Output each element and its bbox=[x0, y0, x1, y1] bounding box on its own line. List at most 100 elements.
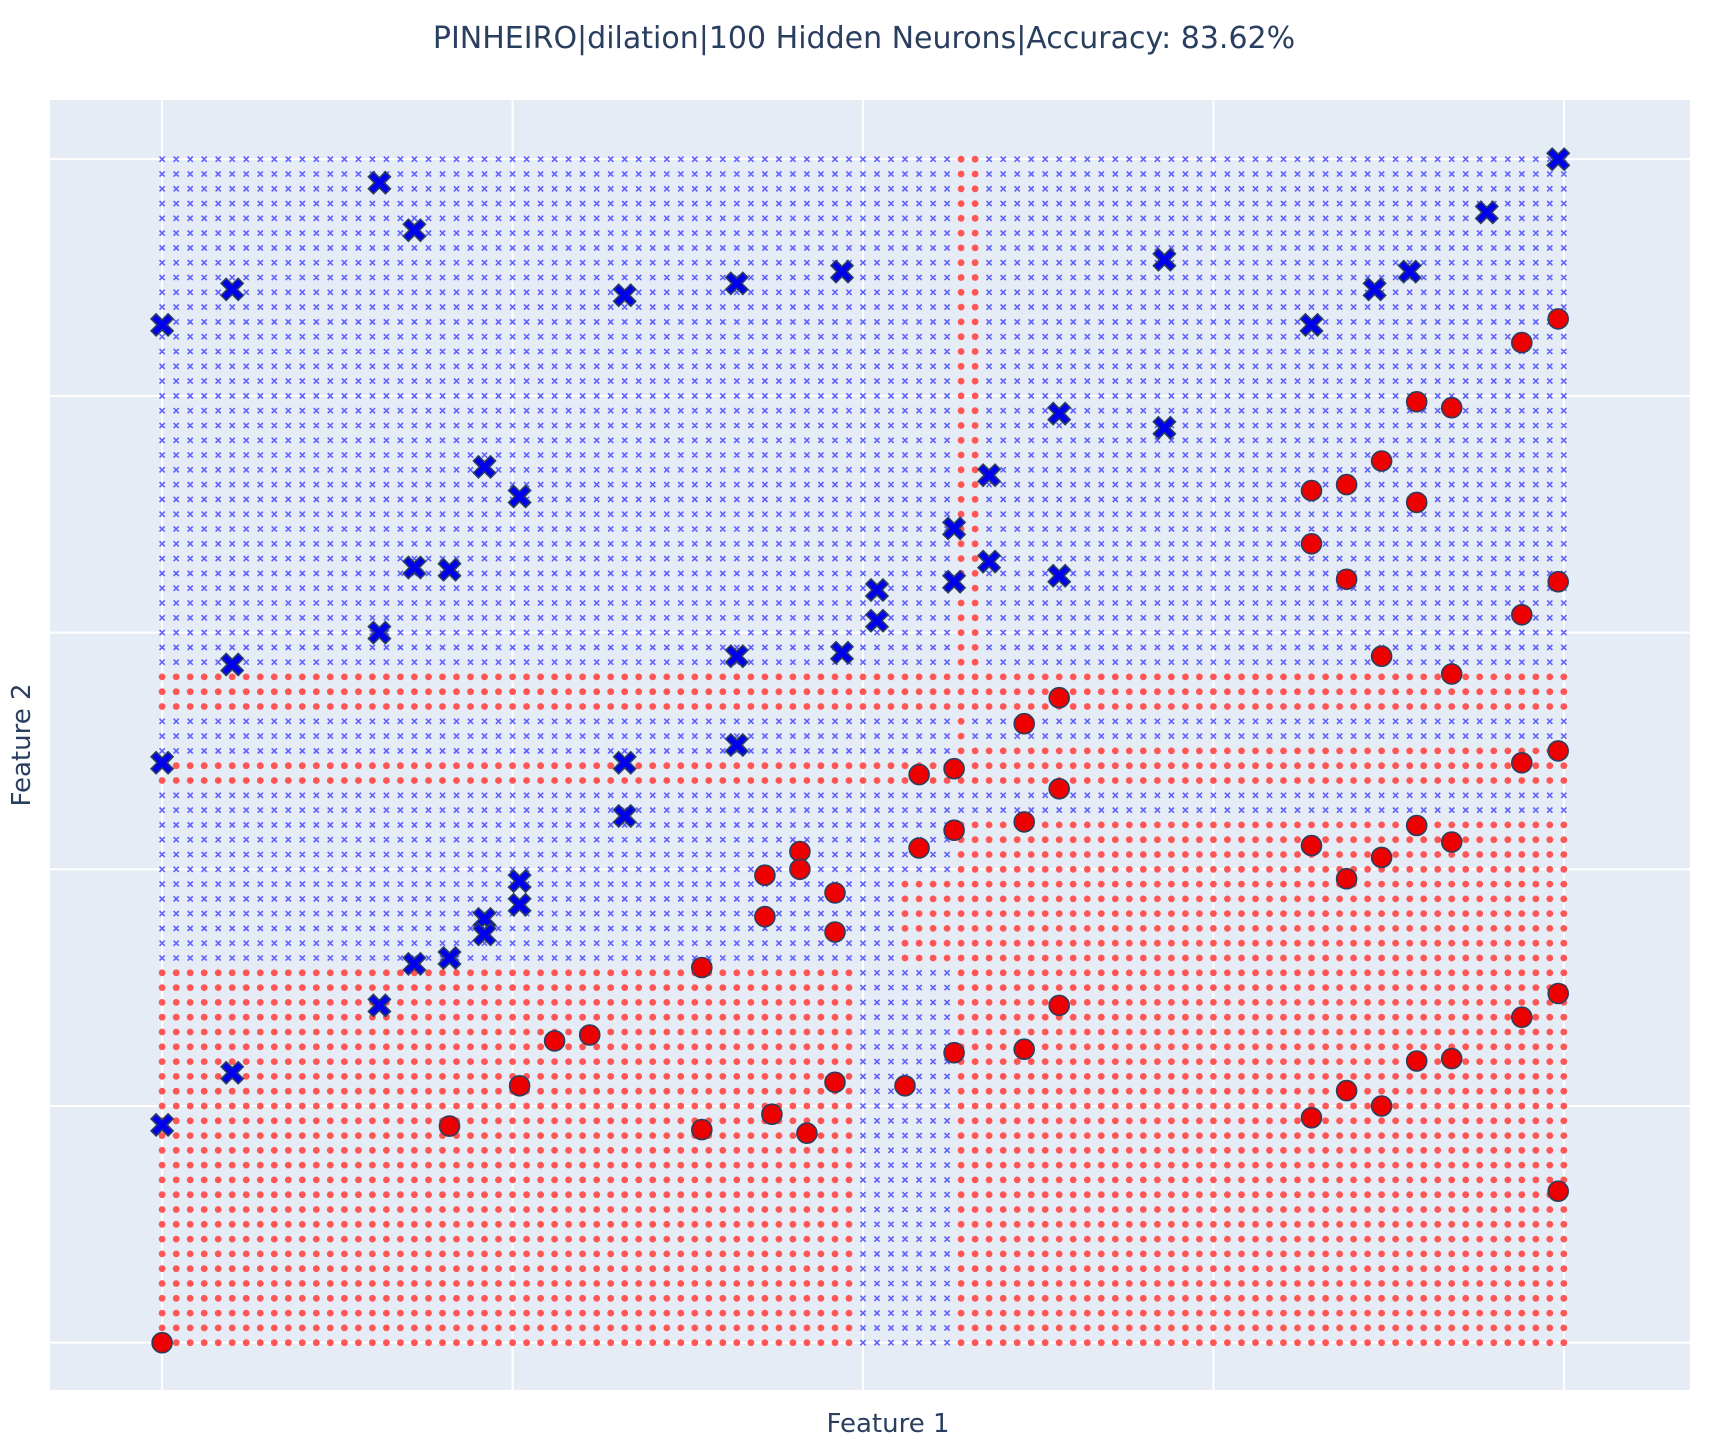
class-o-point bbox=[690, 956, 713, 979]
class-o-point bbox=[1547, 982, 1569, 1005]
class-x-point bbox=[220, 1060, 245, 1085]
plot-area bbox=[50, 100, 1690, 1390]
class-x-point bbox=[402, 951, 427, 977]
class-o-point bbox=[1370, 1095, 1393, 1117]
class-o-point bbox=[1547, 740, 1569, 762]
data-points bbox=[149, 147, 1571, 1354]
class-o-point bbox=[824, 1071, 846, 1094]
class-x-point bbox=[724, 644, 749, 669]
class-o-point bbox=[1370, 645, 1393, 668]
class-x-point bbox=[829, 640, 855, 665]
class-x-point bbox=[472, 454, 497, 480]
class-x-point bbox=[472, 922, 497, 947]
class-o-point bbox=[894, 1075, 916, 1097]
class-o-point bbox=[1405, 491, 1428, 514]
class-o-point bbox=[1048, 994, 1070, 1017]
class-x-point bbox=[976, 549, 1002, 574]
class-o-point bbox=[690, 1118, 713, 1141]
class-x-point bbox=[612, 803, 637, 829]
class-o-point bbox=[943, 1041, 965, 1064]
class-o-point bbox=[1370, 450, 1393, 472]
class-x-point bbox=[1047, 563, 1072, 588]
class-o-point bbox=[1013, 712, 1035, 735]
class-o-point bbox=[754, 864, 776, 887]
class-o-point bbox=[1511, 751, 1533, 774]
class-o-point bbox=[1440, 396, 1463, 419]
class-x-point bbox=[149, 1112, 175, 1138]
class-x-point bbox=[724, 271, 749, 296]
class-x-point bbox=[1546, 147, 1571, 172]
class-o-point bbox=[543, 1030, 566, 1052]
chart-title: PINHEIRO|dilation|100 Hidden Neurons|Acc… bbox=[433, 21, 1295, 56]
class-x-point bbox=[1299, 312, 1324, 338]
class-x-point bbox=[507, 892, 532, 917]
class-o-point bbox=[943, 757, 965, 780]
class-o-point bbox=[1440, 1047, 1463, 1070]
decision-grid-x-marks bbox=[158, 156, 1567, 1346]
class-x-point bbox=[941, 569, 967, 594]
class-o-point bbox=[754, 905, 776, 928]
class-o-point bbox=[1547, 308, 1569, 330]
class-x-point bbox=[437, 557, 462, 582]
class-x-point bbox=[612, 283, 637, 308]
class-o-point bbox=[824, 921, 846, 943]
class-x-point bbox=[976, 463, 1002, 488]
class-x-point bbox=[1397, 259, 1422, 284]
class-x-point bbox=[507, 484, 532, 509]
y-axis-label: Feature 2 bbox=[7, 683, 37, 806]
class-x-point bbox=[829, 259, 855, 284]
class-o-point bbox=[151, 1331, 173, 1354]
class-x-point bbox=[1152, 247, 1177, 272]
class-o-point bbox=[1440, 831, 1463, 853]
class-o-point bbox=[1511, 1006, 1533, 1029]
class-o-point bbox=[1405, 390, 1428, 413]
class-x-point bbox=[149, 750, 175, 775]
class-x-point bbox=[941, 516, 967, 541]
class-x-point bbox=[507, 868, 532, 894]
class-x-point bbox=[1047, 401, 1072, 426]
decision-boundary-grid bbox=[158, 155, 1568, 1347]
class-o-point bbox=[508, 1075, 531, 1097]
class-o-point bbox=[1335, 1079, 1358, 1102]
class-o-point bbox=[1335, 473, 1358, 496]
class-x-point bbox=[402, 555, 427, 580]
class-x-point bbox=[1362, 277, 1387, 302]
class-o-point bbox=[908, 837, 930, 859]
class-x-point bbox=[367, 993, 392, 1018]
decision-grid-o-marks bbox=[158, 155, 1568, 1347]
class-o-point bbox=[1440, 663, 1463, 685]
class-x-point bbox=[1152, 415, 1177, 440]
class-o-point bbox=[761, 1103, 783, 1125]
class-o-point bbox=[943, 819, 965, 842]
class-o-point bbox=[1048, 686, 1070, 709]
class-o-point bbox=[789, 858, 811, 881]
class-o-point bbox=[1547, 1180, 1569, 1202]
class-x-point bbox=[402, 218, 427, 243]
class-o-point bbox=[1013, 811, 1035, 833]
class-o-point bbox=[1370, 846, 1393, 869]
x-axis-label: Feature 1 bbox=[826, 1409, 949, 1439]
class-o-point bbox=[1300, 1107, 1323, 1129]
class-x-point bbox=[864, 608, 890, 633]
class-o-point bbox=[1300, 834, 1323, 857]
class-o-point bbox=[1511, 331, 1533, 354]
class-o-point bbox=[1405, 814, 1428, 837]
class-o-point bbox=[438, 1115, 461, 1137]
class-o-point bbox=[1547, 570, 1569, 593]
class-x-point bbox=[220, 652, 245, 677]
class-x-point bbox=[149, 312, 175, 338]
class-o-point bbox=[796, 1122, 818, 1144]
class-x-point bbox=[864, 577, 890, 603]
class-o-point bbox=[908, 763, 930, 786]
class-o-point bbox=[1300, 532, 1323, 555]
class-o-point bbox=[1335, 867, 1358, 890]
class-o-point bbox=[1405, 1050, 1428, 1072]
class-x-point bbox=[724, 732, 749, 758]
class-x-point bbox=[437, 945, 462, 971]
class-x-point bbox=[220, 277, 245, 302]
class-x-point bbox=[612, 750, 637, 775]
class-o-point bbox=[578, 1024, 601, 1046]
class-x-point bbox=[367, 170, 392, 195]
class-o-point bbox=[1335, 568, 1358, 591]
